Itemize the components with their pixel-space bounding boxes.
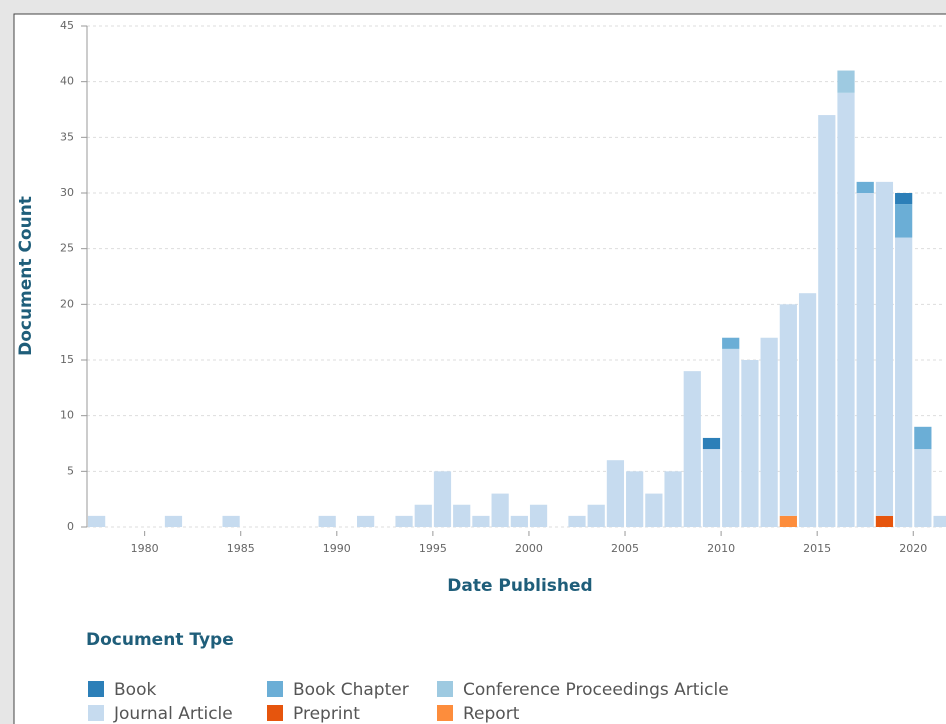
legend-swatch [267,681,283,697]
bar-segment [664,471,682,527]
y-tick-label: 0 [67,520,74,533]
bar-segment [529,504,548,527]
bar-segment [587,504,605,527]
bar-segment [895,193,913,205]
legend-label: Book Chapter [293,680,409,700]
bar-segment [741,360,759,527]
legend-label: Book [114,680,156,700]
bar-segment [606,460,625,527]
bar-segment [683,371,701,527]
y-tick-label: 15 [60,353,74,366]
bar-segment [818,115,836,528]
legend-swatch [267,705,283,721]
y-tick-label: 20 [60,297,74,310]
bar-segment [722,337,740,349]
bar-segment [626,471,644,527]
legend-title: Document Type [86,630,234,650]
bar-segment [856,193,874,527]
legend-swatch [437,681,453,697]
bar-segment [395,515,413,527]
bar-segment [760,337,778,527]
x-tick-label: 2000 [515,542,543,555]
x-tick-label: 2015 [803,542,831,555]
y-tick-label: 25 [60,242,74,255]
bar-segment [702,437,721,450]
x-tick-label: 2010 [707,542,735,555]
bar-segment [702,449,721,527]
bar-segment [164,515,183,527]
bar-segment [510,515,528,527]
y-tick-label: 5 [67,464,74,477]
bar-segment [645,493,663,527]
bar-segment [222,515,240,527]
bar-segment [875,515,894,527]
legend-label: Conference Proceedings Article [463,680,729,700]
y-tick-label: 45 [60,19,74,32]
bar-segment [895,237,913,528]
legend-swatch [88,681,104,697]
y-tick-label: 30 [60,186,74,199]
x-tick-label: 1985 [227,542,255,555]
bar-segment [722,348,740,527]
legend-swatch [88,705,104,721]
bar-segment [914,449,932,527]
bar-segment [88,515,106,527]
x-tick-label: 1995 [419,542,447,555]
bar-segment [798,293,817,527]
bar-segment [318,515,336,527]
legend-label: Report [463,704,520,724]
y-tick-label: 10 [60,409,74,422]
legend-swatch [437,705,453,721]
bar-segment [491,493,509,527]
x-tick-label: 2005 [611,542,639,555]
y-tick-label: 35 [60,130,74,143]
bar-segment [856,181,874,193]
x-tick-label: 2020 [899,542,927,555]
bar-segment [779,515,797,527]
y-tick-label: 40 [60,75,74,88]
bar-segment [472,515,490,527]
bar-segment [433,471,452,527]
bar-segment [875,181,894,516]
bar-segment [414,504,432,527]
bar-segment [933,515,946,527]
bar-segment [837,70,855,93]
bar-segment [357,515,375,527]
bar-segment [895,204,913,238]
x-tick-label: 1990 [323,542,351,555]
x-axis-title: Date Published [447,576,592,596]
bar-segment [453,504,471,527]
legend-label: Preprint [293,704,360,724]
x-tick-label: 1980 [131,542,159,555]
bar-segment [914,426,932,450]
bar-segment [568,515,586,527]
bar-segment [779,304,797,516]
y-axis-title: Document Count [16,196,36,356]
legend-label: Journal Article [113,704,233,724]
bar-segment [837,92,855,528]
